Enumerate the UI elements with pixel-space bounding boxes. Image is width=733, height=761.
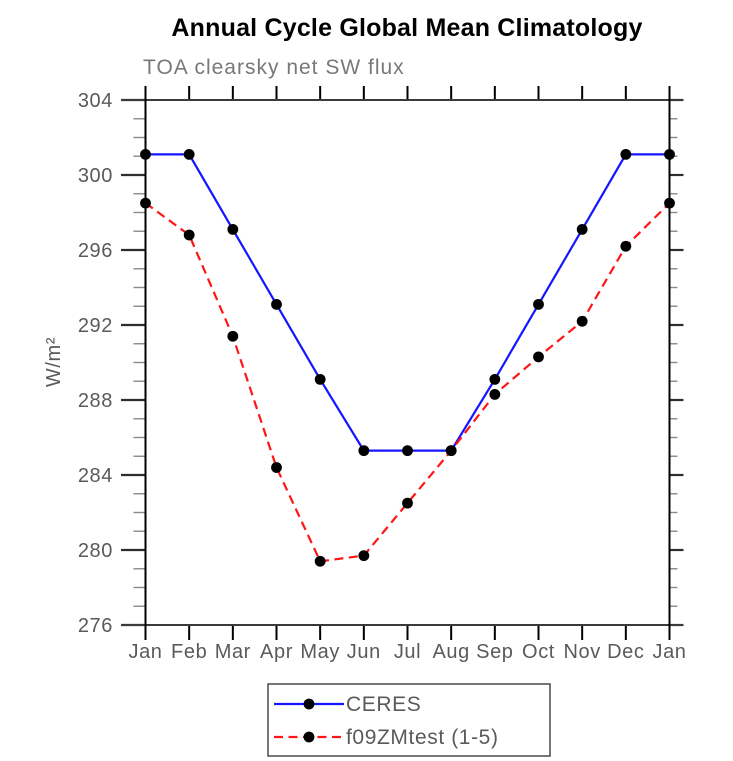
series-f09zmtest-1-5-marker xyxy=(533,351,544,363)
legend-marker-f09zmtest-1-5 xyxy=(303,731,315,743)
series-ceres-marker xyxy=(533,298,544,310)
series-f09zmtest-1-5-marker xyxy=(140,197,151,209)
series-f09zmtest-1-5-marker xyxy=(576,315,588,327)
series-ceres-line xyxy=(145,153,670,452)
y-axis-tick-label: 288 xyxy=(78,390,113,412)
legend-marker-ceres xyxy=(303,698,315,710)
series-ceres-marker xyxy=(183,148,195,160)
series-ceres-marker xyxy=(271,298,282,310)
legend-label-ceres: CERES xyxy=(346,693,421,716)
legend-box xyxy=(267,683,551,757)
series-ceres-marker xyxy=(314,373,326,385)
x-axis-tick-label: Jan xyxy=(652,641,686,663)
x-axis-tick-label: Mar xyxy=(215,641,251,663)
series-ceres-marker xyxy=(227,223,239,235)
series-f09zmtest-1-5-marker xyxy=(445,445,457,457)
series-ceres-marker xyxy=(576,223,588,235)
x-axis-tick-label: Feb xyxy=(171,641,207,663)
y-axis-tick-label: 276 xyxy=(78,615,113,637)
x-axis-tick-label: Jan xyxy=(128,641,162,663)
series-ceres-marker xyxy=(620,148,632,160)
x-axis-tick-label: Sep xyxy=(476,641,513,663)
y-axis-label: W/m² xyxy=(43,337,65,387)
series-f09zmtest-1-5-marker xyxy=(358,550,370,562)
x-axis-tick-label: Nov xyxy=(563,641,600,663)
series-ceres-marker xyxy=(489,373,501,385)
series-ceres-marker xyxy=(402,445,413,457)
legend-label-f09zmtest-1-5: f09ZMtest (1-5) xyxy=(346,726,499,749)
x-axis-tick-label: Aug xyxy=(432,641,469,663)
y-axis-tick-label: 304 xyxy=(78,90,113,112)
series-ceres-marker xyxy=(358,445,370,457)
series-f09zmtest-1-5-marker xyxy=(271,462,282,473)
x-axis-tick-label: May xyxy=(300,641,340,663)
x-axis-tick-label: Oct xyxy=(522,641,555,663)
chart-subtitle: TOA clearsky net SW flux xyxy=(143,56,405,79)
x-axis-tick-label: Dec xyxy=(607,641,644,663)
x-axis-tick-label: Apr xyxy=(260,641,293,663)
series-f09zmtest-1-5-marker xyxy=(402,497,413,509)
y-axis-tick-label: 296 xyxy=(78,240,113,262)
chart-title: Annual Cycle Global Mean Climatology xyxy=(171,14,643,42)
series-f09zmtest-1-5-marker xyxy=(227,330,239,342)
series-f09zmtest-1-5-marker xyxy=(314,555,326,567)
series-f09zmtest-1-5-marker xyxy=(620,240,632,252)
y-axis-tick-label: 284 xyxy=(78,465,113,487)
series-f09zmtest-1-5-marker xyxy=(489,388,501,400)
y-axis-tick-label: 300 xyxy=(78,165,113,187)
series-f09zmtest-1-5-marker xyxy=(183,229,195,241)
x-axis-tick-label: Jul xyxy=(394,641,421,663)
series-f09zmtest-1-5-marker xyxy=(664,197,675,209)
series-ceres-marker xyxy=(664,148,675,160)
y-axis-tick-label: 280 xyxy=(78,540,113,562)
x-axis-tick-label: Jun xyxy=(347,641,381,663)
y-axis-tick-label: 292 xyxy=(78,315,113,337)
series-ceres-marker xyxy=(140,148,151,160)
